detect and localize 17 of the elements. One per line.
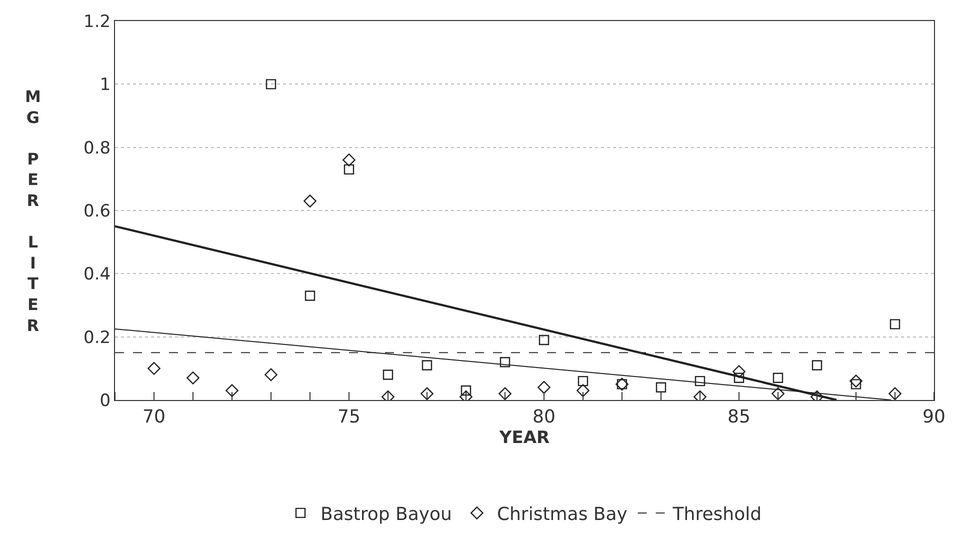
x-tick-label: 90 bbox=[922, 406, 946, 428]
x-tick-label: 75 bbox=[338, 406, 360, 428]
y-tick-label: 0.6 bbox=[84, 201, 111, 222]
y-tick-label: 0.2 bbox=[84, 328, 111, 348]
x-axis-title: YEAR bbox=[498, 428, 550, 448]
legend-label: Threshold bbox=[672, 504, 762, 525]
x-tick-label: 70 bbox=[142, 406, 166, 428]
text: MG PER LITER bbox=[25, 87, 41, 335]
y-tick-label: 1.2 bbox=[84, 12, 111, 32]
x-tick-label: 80 bbox=[532, 406, 556, 428]
legend-label: Christmas Bay bbox=[496, 504, 628, 525]
y-tick-label: 0.8 bbox=[84, 138, 111, 158]
y-tick-label: 0 bbox=[100, 390, 111, 411]
x-tick-label: 85 bbox=[728, 406, 750, 428]
legend-label: Bastrop Bayou bbox=[320, 504, 452, 525]
y-tick-label: 1 bbox=[100, 75, 111, 96]
y-tick-label: 0.4 bbox=[84, 264, 111, 285]
